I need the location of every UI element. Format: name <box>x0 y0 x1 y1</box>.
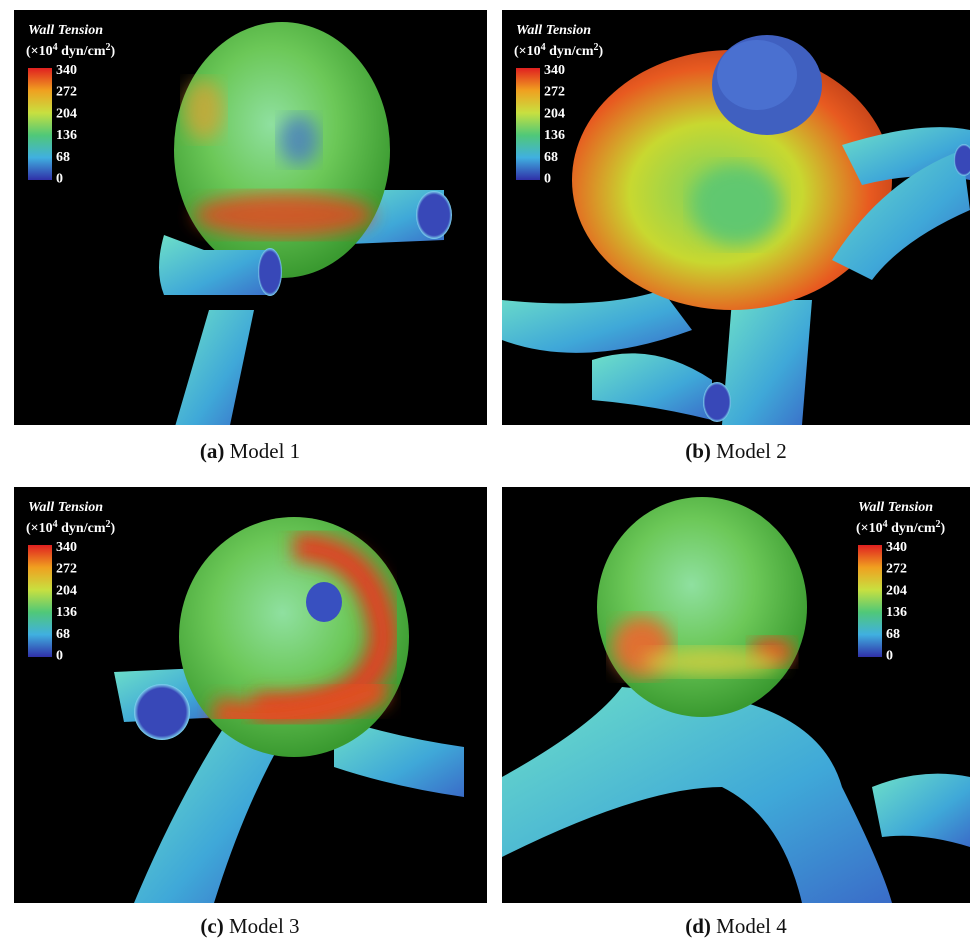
legend-unit: (×104 dyn/cm2) <box>26 519 115 536</box>
caption: (a) Model 1 <box>200 439 300 463</box>
legend-tick-label: 68 <box>886 627 900 642</box>
legend-title: Wall Tension <box>516 23 591 38</box>
legend-tick-label: 0 <box>544 172 551 187</box>
unit-text: dyn/cm <box>58 521 106 536</box>
colorbar <box>28 68 52 180</box>
caption: (c) Model 3 <box>200 914 299 938</box>
legend-tick-label: 340 <box>56 63 77 78</box>
caption-letter: (a) <box>200 439 225 463</box>
legend-title: Wall Tension <box>28 23 103 38</box>
legend-tick-label: 340 <box>544 63 565 78</box>
legend-tick-label: 0 <box>56 172 63 187</box>
unit-text: (×10 <box>856 521 883 536</box>
caption-text: Model 2 <box>716 439 787 463</box>
legend-tick-label: 136 <box>886 605 907 620</box>
unit-text: (×10 <box>26 521 53 536</box>
panel-b <box>502 10 973 425</box>
panel-a <box>14 10 487 430</box>
unit-text: ) <box>598 44 603 59</box>
unit-text: (×10 <box>26 44 53 59</box>
legend-tick-label: 136 <box>56 128 77 143</box>
caption-text: Model 3 <box>229 914 300 938</box>
colorbar <box>858 545 882 657</box>
legend-title: Wall Tension <box>28 500 103 515</box>
legend-tick-label: 0 <box>886 649 893 664</box>
legend-tick-label: 272 <box>56 85 77 100</box>
figure: (a) Model 1 (b) Model 2 (c) Model 3 (d) … <box>0 0 973 940</box>
legend-tick-label: 340 <box>56 540 77 555</box>
caption-text: Model 1 <box>230 439 301 463</box>
legend-tick-label: 204 <box>56 583 77 598</box>
legend-tick-label: 272 <box>544 85 565 100</box>
colorbar <box>28 545 52 657</box>
legend-tick-label: 272 <box>886 562 907 577</box>
legend-tick-label: 272 <box>56 562 77 577</box>
unit-text: dyn/cm <box>58 44 106 59</box>
legend-tick-label: 68 <box>544 150 558 165</box>
legend-tick-label: 340 <box>886 540 907 555</box>
unit-text: dyn/cm <box>546 44 594 59</box>
legend-unit: (×104 dyn/cm2) <box>514 42 603 59</box>
unit-text: ) <box>940 521 945 536</box>
legend-tick-label: 204 <box>56 106 77 121</box>
legend-unit: (×104 dyn/cm2) <box>856 519 945 536</box>
legend-unit: (×104 dyn/cm2) <box>26 42 115 59</box>
legend-tick-label: 136 <box>544 128 565 143</box>
caption: (b) Model 2 <box>685 439 787 463</box>
caption-letter: (d) <box>685 914 711 938</box>
unit-text: ) <box>110 44 115 59</box>
legend-tick-label: 204 <box>544 106 565 121</box>
unit-text: ) <box>110 521 115 536</box>
legend-tick-label: 68 <box>56 150 70 165</box>
legend-title: Wall Tension <box>858 500 933 515</box>
colorbar <box>516 68 540 180</box>
caption-text: Model 4 <box>716 914 787 938</box>
legend-tick-label: 68 <box>56 627 70 642</box>
caption: (d) Model 4 <box>685 914 787 938</box>
caption-letter: (b) <box>685 439 711 463</box>
panel-c <box>14 487 487 903</box>
legend-tick-label: 136 <box>56 605 77 620</box>
unit-text: dyn/cm <box>888 521 936 536</box>
caption-letter: (c) <box>200 914 223 938</box>
unit-text: (×10 <box>514 44 541 59</box>
legend-tick-label: 204 <box>886 583 907 598</box>
legend-tick-label: 0 <box>56 649 63 664</box>
